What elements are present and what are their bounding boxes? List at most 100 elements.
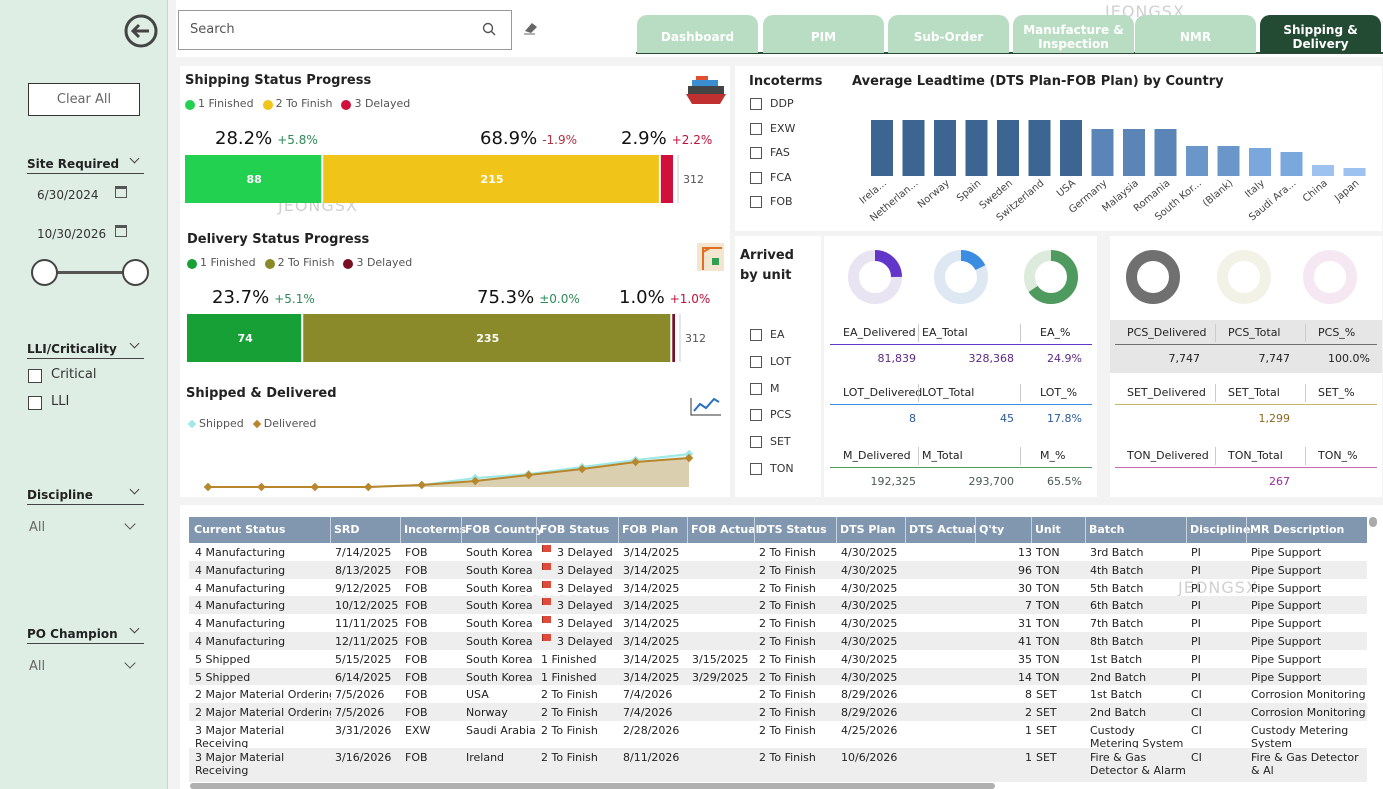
table-cell: 9/12/2025 xyxy=(335,581,392,595)
legend-dot xyxy=(185,100,195,110)
table-cell: Ireland xyxy=(466,751,505,764)
legend-label: Delivered xyxy=(263,417,317,430)
slider-handle[interactable] xyxy=(31,259,58,286)
table-cell: SET xyxy=(1036,688,1057,702)
tab[interactable]: Dashboard xyxy=(637,15,758,53)
table-cell: Pipe Support xyxy=(1251,617,1322,631)
checkbox-label: DDP xyxy=(770,97,794,110)
column-divider xyxy=(536,517,537,543)
table-cell: 7/4/2026 xyxy=(623,688,673,702)
checkbox-label: M xyxy=(770,381,780,395)
back-button[interactable] xyxy=(123,13,159,49)
table-cell: 2 To Finish xyxy=(759,599,816,613)
column-divider xyxy=(754,517,755,543)
column-header: Batch xyxy=(1089,523,1125,536)
card-header: SET_Delivered xyxy=(1127,386,1206,399)
table-cell: 1 xyxy=(1025,751,1032,764)
table-cell: 30 xyxy=(1018,581,1032,595)
slider-handle[interactable] xyxy=(122,259,149,286)
header-divider xyxy=(1215,324,1216,342)
table-cell: 2 To Finish xyxy=(759,617,816,631)
table-cell: 2 To Finish xyxy=(541,688,598,702)
table-cell: PI xyxy=(1191,652,1201,666)
column-header: Current Status xyxy=(194,523,286,536)
legend-dot xyxy=(264,259,275,269)
table-cell: 3/14/2025 xyxy=(623,670,680,684)
tab[interactable]: NMR xyxy=(1135,15,1256,53)
table-cell: Custody Metering System xyxy=(1251,724,1349,748)
table-cell: 7/5/2026 xyxy=(335,706,385,720)
table-cell: 2/28/2026 xyxy=(623,724,680,737)
table-cell: 3 Delayed xyxy=(557,617,613,631)
column-header: DTS Actual xyxy=(909,523,977,536)
table-cell: 3 Major Material Receiving xyxy=(195,751,285,777)
tab[interactable]: Sub-Order xyxy=(888,15,1009,53)
checkbox[interactable] xyxy=(750,463,762,475)
checkbox-label: FAS xyxy=(770,146,790,159)
header-divider xyxy=(918,324,919,342)
search-box[interactable] xyxy=(178,10,512,50)
checkbox[interactable] xyxy=(750,122,762,135)
tab[interactable]: Shipping & Delivery xyxy=(1260,15,1381,53)
row-stripe xyxy=(189,632,1367,650)
table-cell: 14 xyxy=(1018,670,1032,684)
checkbox[interactable] xyxy=(28,396,42,410)
table-cell: FOB xyxy=(405,652,428,666)
header-divider xyxy=(1215,384,1216,402)
tab[interactable]: Manufacture & Inspection xyxy=(1013,15,1134,53)
sidebar xyxy=(0,0,168,789)
tab[interactable]: PIM xyxy=(763,15,884,53)
table-cell: 3 Delayed xyxy=(557,581,613,595)
card-rule xyxy=(1115,467,1377,468)
column-header: Discipline xyxy=(1190,523,1251,536)
checkbox[interactable] xyxy=(750,355,762,368)
card-rule xyxy=(1115,344,1377,345)
table-cell: FOB xyxy=(405,670,428,684)
table-cell: 3/14/2025 xyxy=(623,652,680,666)
filter-label: Site Required xyxy=(27,157,120,171)
legend-dot xyxy=(341,100,352,110)
card-rule xyxy=(830,467,1092,468)
table-cell: SET xyxy=(1036,724,1057,737)
legend-label: 2 To Finish xyxy=(277,256,335,269)
table-cell: 2 To Finish xyxy=(759,706,816,720)
checkbox[interactable] xyxy=(750,409,762,422)
checkbox[interactable] xyxy=(750,436,762,449)
checkbox[interactable] xyxy=(28,369,42,383)
clear-all-button[interactable]: Clear All xyxy=(28,83,140,116)
checkbox[interactable] xyxy=(750,98,762,110)
table-cell: 2 To Finish xyxy=(759,751,816,764)
card-header: EA_Total xyxy=(922,326,968,339)
table-cell: FOB xyxy=(405,688,428,702)
column-header: FOB Plan xyxy=(622,523,679,536)
table-cell: Pipe Support xyxy=(1251,599,1322,613)
eraser-icon[interactable] xyxy=(522,20,540,36)
table-cell: 4 Manufacturing xyxy=(195,617,286,631)
table-cell: 7/4/2026 xyxy=(623,706,673,720)
header-divider xyxy=(1305,384,1306,402)
card-header: PCS_% xyxy=(1318,326,1356,339)
table-cell: 6/14/2025 xyxy=(335,670,392,684)
table-cell: 5 Shipped xyxy=(195,670,251,684)
checkbox-label: EXW xyxy=(770,121,796,135)
checkbox[interactable] xyxy=(750,147,762,159)
search-icon[interactable] xyxy=(482,22,496,36)
table-cell: Corrosion Monitoring Sys xyxy=(1251,688,1366,702)
table-cell: 3/29/2025 xyxy=(692,670,749,684)
checkbox[interactable] xyxy=(750,196,762,208)
column-header: Unit xyxy=(1035,523,1061,536)
checkbox[interactable] xyxy=(750,329,762,341)
column-divider xyxy=(1031,517,1032,543)
table-cell: 4/30/2025 xyxy=(841,617,898,631)
table-cell: 4 Manufacturing xyxy=(195,546,286,559)
card-header: LOT_% xyxy=(1040,386,1078,399)
checkbox[interactable] xyxy=(750,171,762,184)
table-cell: FOB xyxy=(405,635,428,648)
flag-icon xyxy=(542,616,551,624)
table-cell: 3 Delayed xyxy=(557,635,613,648)
column-divider xyxy=(1246,517,1247,543)
checkbox[interactable] xyxy=(750,382,762,395)
table-cell: TON xyxy=(1036,546,1060,559)
card-value: 8 xyxy=(909,412,916,425)
